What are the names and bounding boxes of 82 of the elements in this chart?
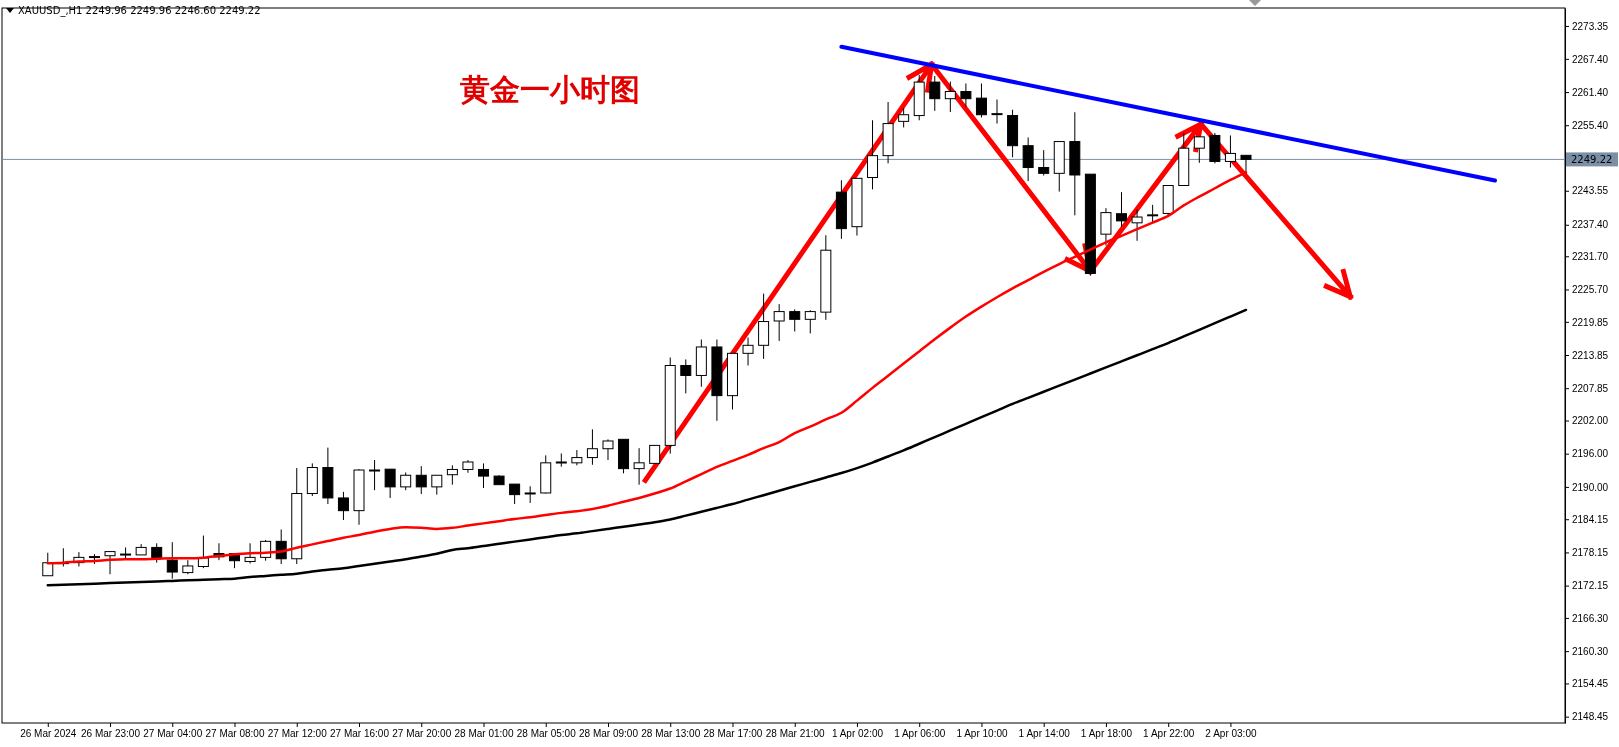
candlestick <box>975 82 987 118</box>
x-tick-label: 1 Apr 14:00 <box>1018 728 1071 740</box>
y-tick-label: 2178.15 <box>1572 547 1609 559</box>
x-tick-label: 28 Mar 01:00 <box>454 728 514 740</box>
candlestick <box>867 119 879 190</box>
candlestick <box>758 293 770 360</box>
x-tick-label: 1 Apr 06:00 <box>894 728 946 740</box>
x-tick-label: 1 Apr 22:00 <box>1143 728 1195 740</box>
candlestick <box>960 82 972 108</box>
y-tick-label: 2231.70 <box>1572 250 1609 262</box>
candlestick <box>571 449 583 466</box>
y-tick-label: 2148.45 <box>1572 711 1609 723</box>
candlestick <box>1022 136 1034 182</box>
x-tick-label: 26 Mar 2024 <box>20 728 77 740</box>
candlestick <box>337 491 349 521</box>
line-series <box>46 308 1248 587</box>
ref-line-label: 2249.22 <box>1571 154 1613 166</box>
y-tick-label: 2225.70 <box>1572 284 1609 296</box>
candlestick <box>446 464 458 486</box>
y-tick-label: 2207.85 <box>1572 382 1609 394</box>
candlestick <box>633 447 645 486</box>
x-tick-label: 28 Mar 13:00 <box>641 728 701 740</box>
chart-title: XAUUSD_,H1 2249.96 2249.96 2246.60 2249.22 <box>18 5 261 17</box>
y-tick-label: 2166.30 <box>1572 612 1609 624</box>
candlestick <box>742 337 754 366</box>
y-tick-label: 2213.85 <box>1572 349 1609 361</box>
candlestick <box>415 465 427 495</box>
y-tick-label: 2202.00 <box>1572 415 1609 427</box>
x-tick-label: 2 Apr 03:00 <box>1205 728 1257 740</box>
x-tick-label: 28 Mar 21:00 <box>765 728 826 740</box>
x-tick-label: 27 Mar 16:00 <box>330 728 390 740</box>
candlestick <box>1193 136 1205 164</box>
x-tick-label: 26 Mar 23:00 <box>81 728 141 740</box>
x-tick-label: 27 Mar 04:00 <box>143 728 203 740</box>
y-tick-label: 2190.00 <box>1572 481 1609 493</box>
x-tick-label: 28 Mar 09:00 <box>579 728 639 740</box>
y-tick-label: 2196.00 <box>1572 448 1609 460</box>
candlestick <box>384 468 396 499</box>
candlestick <box>1100 207 1112 246</box>
candlestick <box>991 99 1003 125</box>
candlestick <box>1240 154 1252 175</box>
candlestick <box>602 438 614 461</box>
x-tick-label: 27 Mar 12:00 <box>267 728 328 740</box>
y-tick-label: 2154.45 <box>1572 678 1609 690</box>
candlestick <box>804 309 816 334</box>
y-tick-label: 2255.40 <box>1572 119 1609 131</box>
candlestick <box>369 459 381 491</box>
y-tick-label: 2237.40 <box>1572 219 1609 231</box>
candlestick <box>244 542 256 564</box>
y-tick-label: 2273.35 <box>1572 20 1609 32</box>
candlestick <box>509 483 521 505</box>
x-tick-label: 28 Mar 05:00 <box>516 728 577 740</box>
candlestick <box>1116 191 1128 228</box>
candlestick <box>944 81 956 113</box>
candlestick <box>929 75 941 112</box>
candlestick <box>478 462 489 489</box>
x-tick-label: 28 Mar 17:00 <box>703 728 763 740</box>
candlestick <box>42 552 54 577</box>
candlestick <box>1224 134 1236 169</box>
x-tick-label: 27 Mar 20:00 <box>392 728 452 740</box>
candlestick <box>1038 149 1050 177</box>
candlestick <box>789 308 801 332</box>
annotation: 黄金一小时图 <box>460 72 640 107</box>
candlestick <box>431 474 443 496</box>
candlestick <box>166 541 178 580</box>
candlestick <box>898 107 910 128</box>
candlestick <box>1131 208 1143 242</box>
y-tick-label: 2219.85 <box>1572 316 1609 328</box>
y-tick-label: 2261.40 <box>1572 86 1609 98</box>
x-tick-label: 27 Mar 08:00 <box>205 728 265 740</box>
y-tick-label: 2172.15 <box>1572 580 1609 592</box>
x-tick-label: 1 Apr 18:00 <box>1080 728 1133 740</box>
y-tick-label: 2243.55 <box>1572 185 1609 197</box>
y-tick-label: 2267.40 <box>1572 53 1609 65</box>
y-tick-label: 2184.15 <box>1572 513 1609 525</box>
y-tick-label: 2160.30 <box>1572 645 1609 657</box>
candlestick <box>773 303 785 342</box>
candlestick <box>586 428 598 466</box>
x-tick-label: 1 Apr 02:00 <box>831 728 884 740</box>
x-tick-label: 1 Apr 10:00 <box>956 728 1008 740</box>
candlestick <box>104 551 116 575</box>
candlestick <box>680 358 692 394</box>
